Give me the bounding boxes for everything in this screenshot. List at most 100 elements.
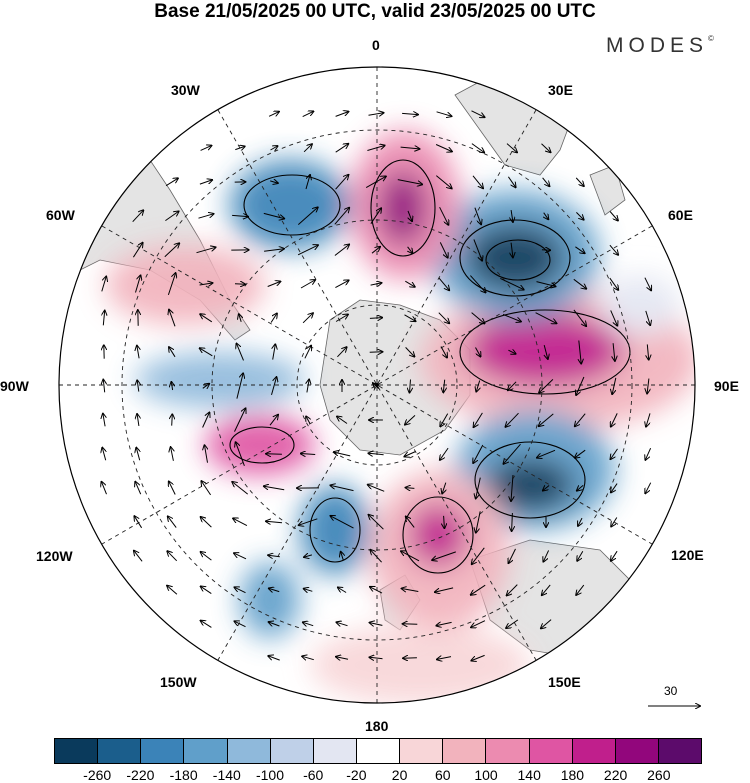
wind-arrow [404, 314, 416, 321]
wind-arrow [511, 210, 513, 222]
wind-arrow [373, 383, 380, 389]
wind-arrow [405, 280, 414, 287]
brand-mark: © [708, 34, 714, 43]
wind-arrow [171, 382, 172, 391]
wind-arrow [165, 211, 178, 222]
wind-arrow [472, 175, 483, 188]
wind-arrow [542, 584, 551, 595]
wind-arrow [137, 380, 139, 392]
wind-arrow [438, 277, 449, 290]
wind-arrow [368, 485, 385, 492]
colorbar-segment [184, 739, 228, 763]
wind-arrow [611, 550, 618, 561]
wind-arrow [202, 384, 209, 389]
wind-arrow [408, 246, 413, 253]
colorbar-tick-label: -220 [126, 767, 155, 783]
brand-logo: MODES© [606, 34, 714, 58]
wind-arrow [647, 344, 648, 359]
wind-arrow [402, 589, 419, 592]
wind-arrow [269, 588, 280, 591]
wind-arrow [368, 453, 384, 454]
wind-arrow [573, 309, 586, 326]
colorbar-segment [98, 739, 142, 763]
wind-arrow [535, 312, 557, 324]
colorbar-tick-label: 140 [517, 767, 541, 783]
wind-arrow [232, 482, 249, 495]
wind-arrow [205, 445, 208, 463]
wind-arrow [135, 276, 141, 293]
lon-label-60e: 60E [668, 207, 693, 223]
wind-arrow [300, 280, 315, 289]
wind-arrow [474, 207, 481, 225]
wind-arrow [508, 350, 515, 354]
colorbar-segment [658, 739, 702, 763]
wind-arrow [201, 586, 212, 595]
map-disk [59, 67, 695, 703]
wind-arrow [337, 417, 348, 424]
wind-arrow [369, 515, 384, 530]
wind-arrow [237, 344, 244, 361]
wind-arrow [506, 619, 519, 628]
colorbar-tick-label: -260 [83, 767, 112, 783]
wind-arrow [471, 110, 485, 117]
wind-arrow [646, 413, 651, 426]
wind-arrow [201, 621, 212, 628]
wind-arrow [502, 313, 521, 321]
wind-arrow [575, 413, 586, 427]
anomaly-pink-w [105, 245, 265, 325]
wind-arrow [506, 412, 519, 427]
wind-arrow [507, 584, 518, 596]
wind-arrow [169, 482, 176, 495]
wind-arrow [236, 373, 243, 399]
wind-arrow [645, 310, 650, 325]
wind-arrow [508, 381, 517, 390]
wind-arrow [645, 482, 652, 494]
wind-arrow [542, 177, 550, 186]
lon-label-90w: 90W [0, 378, 29, 394]
wind-arrow [271, 377, 277, 396]
wind-arrow [405, 347, 415, 356]
wind-arrow [200, 146, 212, 151]
lon-label-120w: 120W [36, 548, 73, 564]
wind-arrow [103, 380, 104, 393]
wind-arrow [577, 550, 584, 561]
wind-arrow [102, 448, 105, 461]
wind-arrow [200, 348, 213, 357]
wind-arrow [435, 175, 451, 189]
madagascar-indian-ocean [589, 164, 626, 216]
wind-arrow [297, 207, 317, 225]
wind-arrow [611, 517, 618, 527]
anomaly-field [105, 130, 695, 703]
wind-arrow [232, 215, 248, 216]
wind-arrow [167, 586, 178, 595]
wind-arrow [370, 208, 381, 224]
lon-label-30e: 30E [548, 82, 573, 98]
wind-arrow [269, 622, 280, 626]
wind-arrow [440, 346, 447, 358]
wind-arrow [334, 452, 351, 457]
wind-arrow [444, 515, 445, 528]
wind-arrow [471, 312, 485, 324]
wind-arrow [436, 111, 452, 116]
anomaly-blue-ssw2 [240, 562, 300, 638]
wind-arrow [196, 247, 216, 254]
wind-arrow [476, 511, 481, 532]
lon-label-30w: 30W [171, 82, 200, 98]
wind-arrow [612, 377, 617, 394]
wind-arrow [577, 485, 584, 490]
wind-arrow [303, 144, 312, 153]
wind-arrow [341, 552, 344, 561]
wind-arrow [337, 347, 346, 358]
colorbar-segment [443, 739, 487, 763]
colorbar-segment [529, 739, 573, 763]
wind-arrow [370, 550, 382, 563]
wind-arrow [575, 449, 586, 458]
wind-arrow [400, 147, 420, 149]
wind-arrow [541, 619, 552, 629]
wind-arrow [611, 483, 618, 493]
colorbar-segment [227, 739, 271, 763]
wind-arrow [234, 284, 245, 285]
wind-arrow [647, 378, 649, 394]
lon-label-150e: 150E [548, 674, 581, 690]
